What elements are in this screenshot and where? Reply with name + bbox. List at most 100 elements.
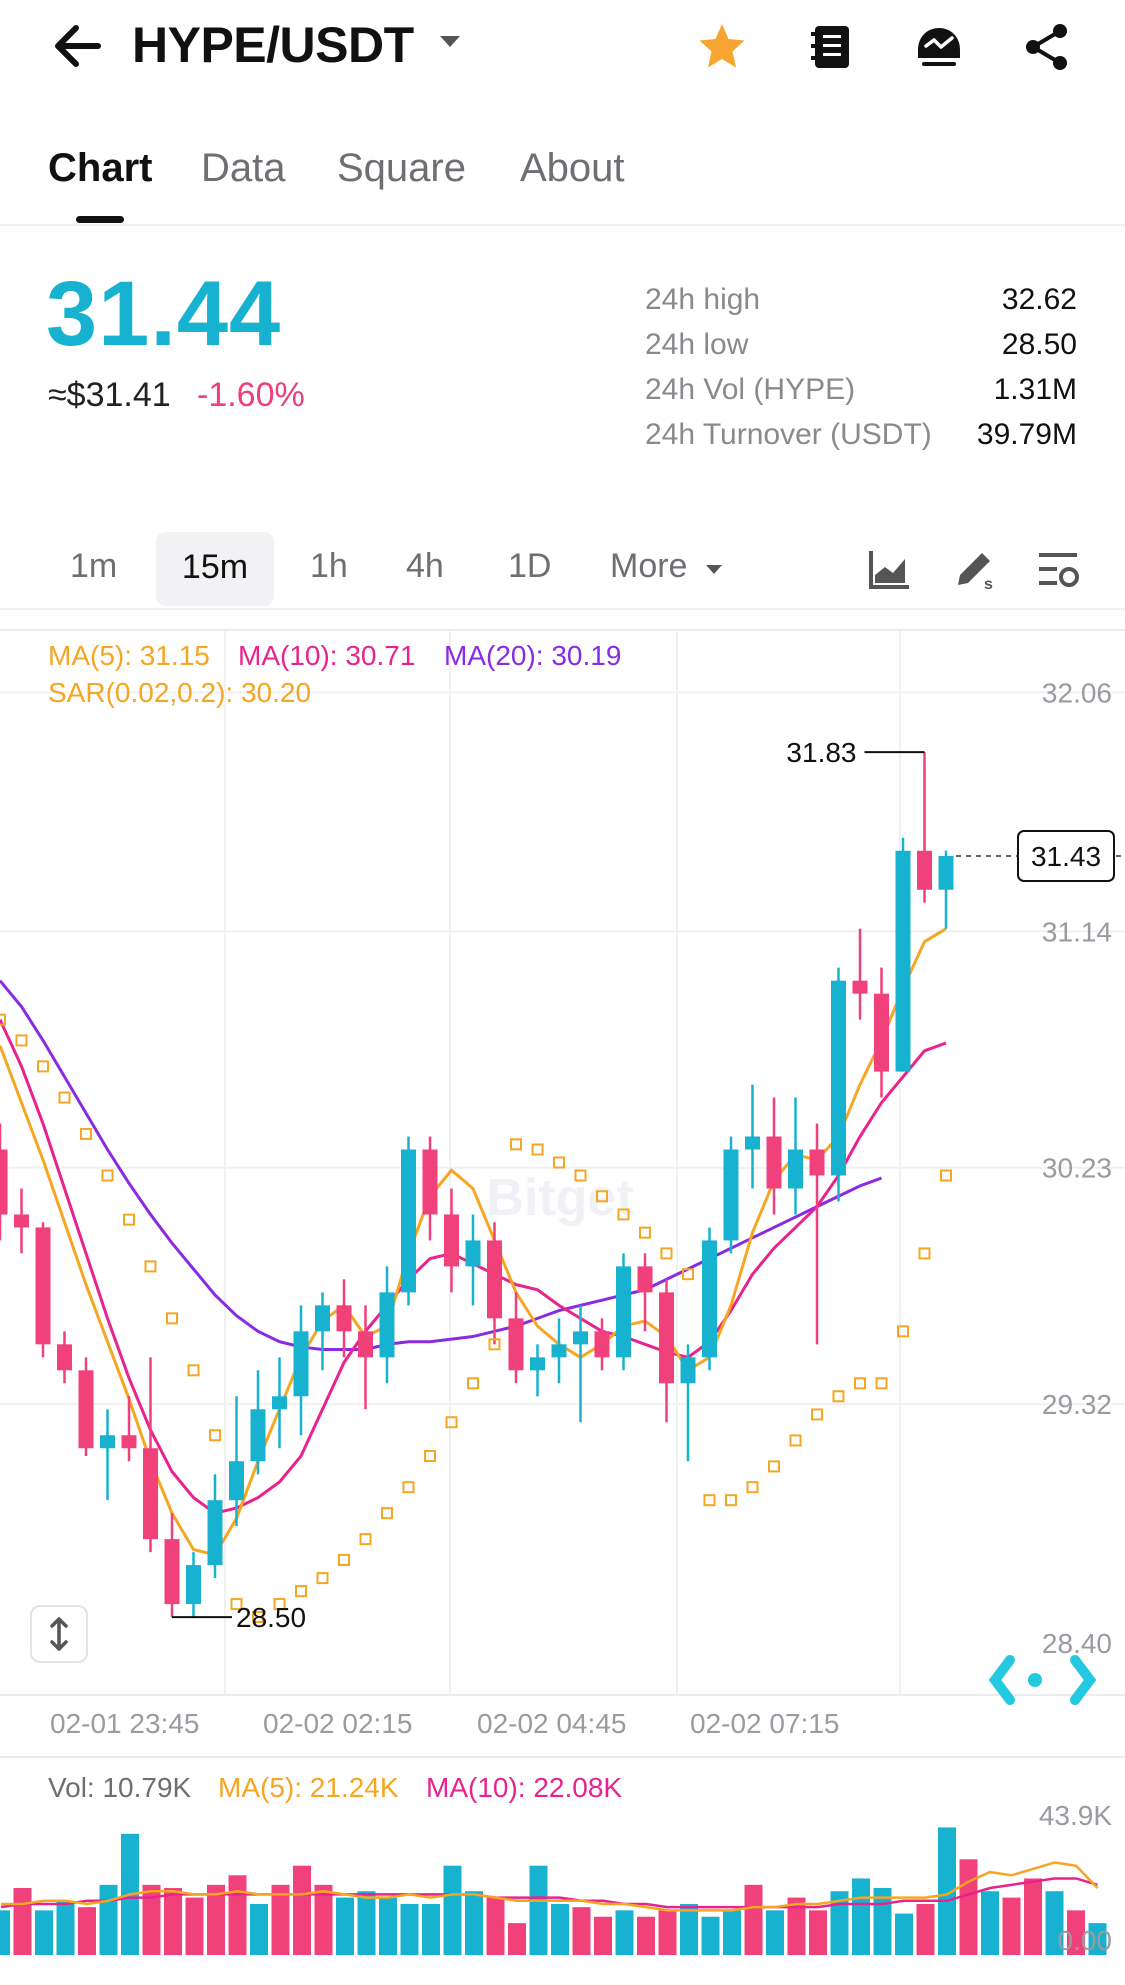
volume-bar — [551, 1903, 569, 1955]
candle-body — [917, 850, 932, 890]
interval-more[interactable]: More — [610, 547, 688, 585]
candle-body — [143, 1448, 158, 1540]
caret-down-icon[interactable] — [440, 36, 460, 47]
volume-bar — [142, 1884, 161, 1955]
sar-dot — [273, 1598, 286, 1611]
sar-dot — [660, 1247, 673, 1260]
sar-dot — [940, 1169, 952, 1182]
candle-body — [315, 1305, 330, 1332]
candle-body — [401, 1149, 416, 1293]
volume-bar — [637, 1916, 655, 1955]
sar-dot — [295, 1585, 307, 1598]
volume-axis-label: 43.9K — [1039, 1800, 1112, 1831]
time-axis-label: 02-01 23:45 — [50, 1708, 200, 1739]
volume-bar — [1067, 1910, 1085, 1955]
candle-body — [444, 1214, 459, 1267]
candle-body — [465, 1240, 481, 1267]
sar-dot — [488, 1338, 501, 1351]
volume-bar — [572, 1907, 591, 1955]
interval-1d[interactable]: 1D — [508, 547, 552, 585]
svg-text:s: s — [984, 576, 993, 593]
candle-body — [723, 1149, 739, 1241]
candle-body — [831, 980, 846, 1176]
star-icon[interactable] — [695, 20, 749, 74]
time-axis-label: 02-02 04:45 — [477, 1708, 627, 1739]
chart-type-icon[interactable] — [865, 545, 913, 593]
last-price-tag-text: 31.43 — [1031, 841, 1101, 872]
volume-bar — [895, 1913, 913, 1955]
stat-label: 24h low — [645, 328, 749, 361]
chart-settings-icon[interactable] — [1035, 545, 1083, 593]
volume-bar — [336, 1897, 354, 1955]
volume-bar — [916, 1903, 935, 1955]
volume-bar — [830, 1891, 849, 1955]
volume-bar — [1024, 1878, 1042, 1955]
sar-dot — [832, 1390, 845, 1403]
sar-dot — [58, 1091, 71, 1104]
bot-icon[interactable] — [912, 20, 966, 74]
interval-4h[interactable]: 4h — [406, 547, 444, 585]
notebook-icon[interactable] — [805, 20, 859, 74]
volume-bar — [379, 1897, 397, 1955]
volume-bar — [35, 1910, 53, 1955]
volume-bar — [615, 1910, 634, 1955]
caret-down-icon[interactable] — [706, 565, 722, 574]
interval-15m[interactable]: 15m — [156, 532, 274, 606]
volume-bar — [529, 1865, 548, 1955]
interval-1m[interactable]: 1m — [70, 547, 118, 585]
volume-bar — [228, 1875, 247, 1955]
draw-tool-icon[interactable]: s — [950, 545, 998, 593]
candle-body — [57, 1344, 72, 1371]
sar-dot — [682, 1268, 694, 1281]
sar-dot — [144, 1260, 157, 1273]
sar-dot — [596, 1190, 608, 1203]
volume-bar — [99, 1884, 118, 1955]
volume-bar — [271, 1884, 290, 1955]
sar-dot — [166, 1312, 178, 1325]
high-marker-label: 31.83 — [786, 737, 856, 768]
pair-title[interactable]: HYPE/USDT — [132, 17, 414, 73]
back-arrow-icon[interactable] — [48, 18, 108, 74]
candle-body — [207, 1500, 223, 1566]
candle-body — [229, 1461, 244, 1501]
candle-body — [121, 1435, 137, 1449]
volume-bar — [959, 1859, 978, 1955]
ma5-indicator: MA(5): 31.15 — [48, 640, 210, 671]
volume-bar — [465, 1891, 483, 1955]
tab-about[interactable]: About — [520, 146, 625, 190]
price-axis-label: 28.40 — [1042, 1628, 1112, 1659]
share-icon[interactable] — [1020, 20, 1074, 74]
volume-bar — [293, 1865, 311, 1955]
candle-body — [788, 1149, 803, 1189]
sar-dot — [897, 1325, 909, 1338]
fiat-price: ≈$31.41 — [48, 376, 171, 414]
tab-data[interactable]: Data — [201, 146, 286, 190]
tab-chart[interactable]: Chart — [48, 146, 153, 190]
candle-body — [895, 850, 911, 1072]
volume-bar — [809, 1910, 827, 1955]
stat-value: 28.50 — [1001, 328, 1077, 361]
candle-body — [659, 1292, 674, 1384]
price-axis-label: 31.14 — [1042, 916, 1112, 947]
volume-bar — [658, 1910, 677, 1955]
volume-bar — [852, 1878, 870, 1955]
volume-ma10-indicator: MA(10): 22.08K — [426, 1772, 623, 1803]
sar-dot — [381, 1507, 393, 1520]
expand-chart-button[interactable] — [30, 1605, 88, 1663]
candle-body — [616, 1266, 631, 1358]
candle-body — [551, 1344, 567, 1358]
volume-bar — [185, 1897, 204, 1955]
volume-bar — [701, 1916, 720, 1955]
sar-dot — [510, 1138, 522, 1151]
volume-bar — [357, 1891, 376, 1955]
volume-ma5-indicator: MA(5): 21.24K — [218, 1772, 399, 1803]
interval-1h[interactable]: 1h — [310, 547, 348, 585]
tab-square[interactable]: Square — [337, 146, 466, 190]
scroll-dot-icon — [1028, 1673, 1042, 1687]
volume-bar — [56, 1900, 75, 1955]
volume-bar — [486, 1897, 505, 1955]
volume-bar — [78, 1907, 96, 1955]
candle-body — [14, 1214, 29, 1228]
candle-body — [100, 1435, 115, 1449]
